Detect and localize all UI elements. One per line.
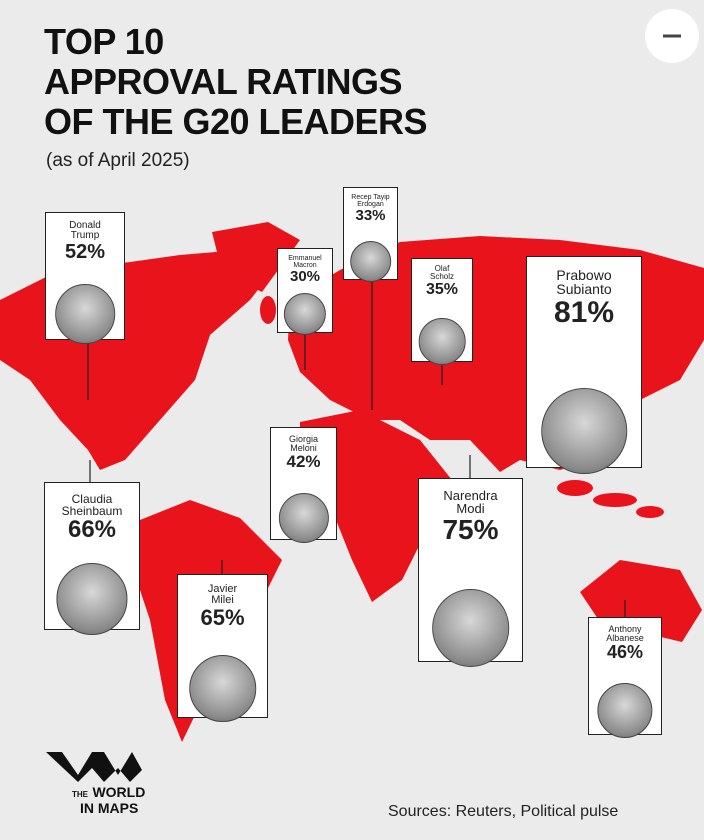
logo-line: WORLD (92, 784, 146, 800)
leader-rating: 35% (425, 281, 459, 299)
leader-card: Javier Milei 65% (177, 574, 268, 723)
leader-rating: 42% (286, 452, 321, 472)
leader-card: Giorgia Meloni 42% (270, 427, 337, 543)
leader-photo (431, 589, 510, 668)
leader-name: Javier (207, 582, 238, 595)
leader-photo (418, 317, 466, 365)
leader-card: Olaf Scholz 35% (411, 258, 473, 365)
leader-name: Subianto (556, 281, 612, 298)
connectors (87, 280, 626, 617)
leader-photo (56, 563, 128, 635)
leader-card: Donald Trump 52% (45, 212, 125, 344)
leader-name: Scholz (429, 272, 454, 282)
leader-name: Emmanuel (288, 254, 322, 262)
logo-small: THE (72, 790, 88, 799)
leader-name: Milei (211, 593, 234, 606)
leader-name: Giorgia (288, 434, 318, 445)
leader-photo (55, 284, 115, 344)
leader-rating: 65% (200, 604, 245, 630)
subtitle: (as of April 2025) (46, 150, 190, 171)
leader-name: Claudia (71, 491, 113, 506)
leader-photo (349, 240, 392, 283)
leader-rating: 30% (289, 267, 321, 285)
leader-name: Donald (69, 220, 101, 231)
leader-name: Meloni (290, 443, 317, 454)
leader-photo (597, 682, 653, 739)
title-line: OF THE G20 LEADERS (44, 101, 428, 142)
leader-name: Recep Tayip (351, 193, 390, 201)
leader-name: Anthony (608, 624, 642, 635)
leader-card: Claudia Sheinbaum 66% (44, 482, 140, 635)
leader-photo (278, 492, 329, 543)
leader-card: Recep Tayip Erdogan 33% (343, 187, 398, 283)
logo-line: IN MAPS (80, 800, 139, 816)
leader-name: Prabowo (556, 267, 612, 284)
leader-name: Narendra (443, 488, 498, 504)
leader-name: Trump (70, 230, 100, 241)
leader-rating: 52% (64, 241, 106, 263)
leader-card: Anthony Albanese 46% (588, 617, 662, 739)
leader-photo (283, 292, 327, 336)
leader-name: Olaf (434, 264, 450, 274)
sources: Sources: Reuters, Political pulse (388, 803, 619, 820)
leader-photo (541, 388, 627, 474)
leader-rating: 33% (355, 206, 386, 224)
title-line: APPROVAL RATINGS (44, 61, 403, 102)
title: TOP 10 APPROVAL RATINGS OF THE G20 LEADE… (44, 21, 428, 142)
leader-name: Albanese (606, 633, 644, 644)
leader-name: Erdogan (357, 200, 384, 208)
leader-name: Modi (456, 501, 485, 517)
leader-name: Macron (293, 261, 317, 269)
logo-mark (46, 752, 142, 782)
leader-rating: 66% (67, 515, 117, 543)
logo: THE WORLD IN MAPS (72, 785, 145, 817)
leader-card: Emmanuel Macron 30% (277, 248, 333, 336)
leader-name: Sheinbaum (61, 503, 123, 518)
leader-card: Narendra Modi 75% (418, 478, 523, 668)
leader-rating: 75% (442, 514, 499, 546)
leader-card: Prabowo Subianto 81% (526, 256, 642, 474)
leader-rating: 81% (553, 296, 615, 330)
title-line: TOP 10 (44, 21, 164, 62)
leader-rating: 46% (606, 642, 644, 663)
leader-photo (188, 654, 257, 723)
